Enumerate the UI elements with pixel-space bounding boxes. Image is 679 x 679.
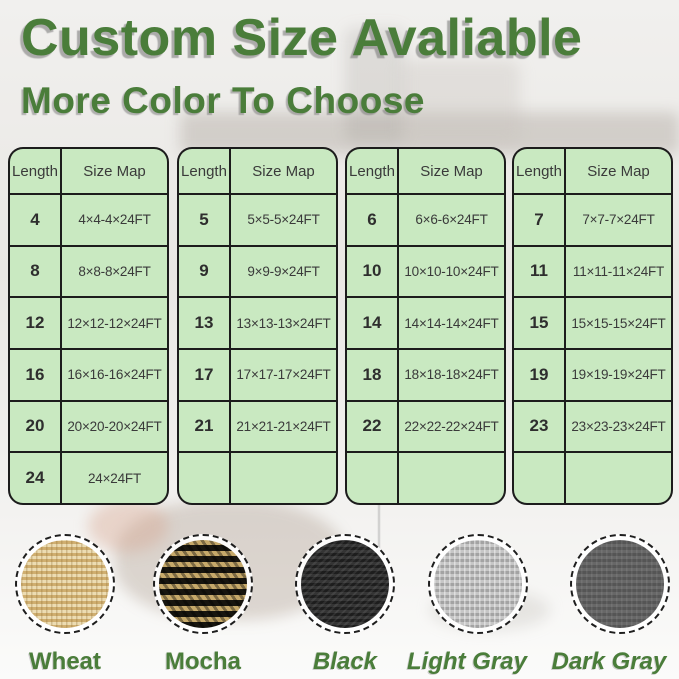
col-header-length: Length (514, 149, 564, 193)
col-header-sizemap: Size Map (62, 149, 167, 193)
sizemap-cell: 24×24FT (62, 453, 167, 503)
dashed-circle (295, 534, 395, 634)
dashed-circle (570, 534, 670, 634)
sizemap-cell: 5×5-5×24FT (231, 195, 336, 245)
length-cell: 13 (179, 298, 229, 348)
sizemap-cell: 22×22-22×24FT (399, 401, 504, 452)
sizemap-cell: 14×14-14×24FT (399, 298, 504, 348)
length-cell: 6 (347, 195, 397, 245)
length-cell: 24 (10, 453, 60, 503)
page-title: Custom Size Avaliable (21, 9, 583, 67)
col-header-length: Length (179, 149, 229, 193)
sizemap-cell: 8×8-8×24FT (62, 246, 167, 297)
swatch-black: Black (295, 534, 395, 676)
col-header-sizemap: Size Map (231, 149, 336, 193)
sizemap-cell: 21×21-21×24FT (231, 401, 336, 452)
swatch-label-wheat: Wheat (29, 648, 101, 675)
length-cell: 15 (514, 298, 564, 348)
swatch-light-gray: Light Gray (407, 534, 528, 676)
swatch-label-dark-gray: Dark Gray (551, 648, 667, 675)
size-table-4: Length Size Map 7 7×7-7×24FT 11 11×11-11… (512, 147, 673, 505)
wheat-fabric-image (21, 540, 109, 628)
sizemap-cell-empty (566, 453, 671, 503)
length-cell: 22 (347, 401, 397, 452)
size-table-1: Length Size Map 4 4×4-4×24FT 8 8×8-8×24F… (8, 147, 169, 505)
length-cell: 8 (10, 246, 60, 297)
length-cell: 20 (10, 401, 60, 452)
length-cell-empty (514, 453, 564, 503)
dark-gray-fabric-image (576, 540, 664, 628)
length-cell: 11 (514, 246, 564, 297)
sizemap-cell: 17×17-17×24FT (231, 350, 336, 400)
swatch-label-mocha: Mocha (164, 648, 241, 675)
sizemap-cell: 7×7-7×24FT (566, 195, 671, 245)
length-cell: 17 (179, 350, 229, 400)
length-cell: 4 (10, 195, 60, 245)
sizemap-cell: 10×10-10×24FT (399, 246, 504, 297)
mocha-fabric-image (159, 540, 247, 628)
sizemap-cell: 15×15-15×24FT (566, 298, 671, 348)
sizemap-cell: 11×11-11×24FT (566, 246, 671, 297)
swatch-wheat: Wheat (15, 534, 115, 676)
sizemap-cell: 18×18-18×24FT (399, 350, 504, 400)
sizemap-cell-empty (231, 453, 336, 503)
swatch-label-light-gray: Light Gray (406, 648, 527, 675)
sizemap-cell-empty (399, 453, 504, 503)
length-cell: 12 (10, 298, 60, 348)
length-cell: 14 (347, 298, 397, 348)
col-header-length: Length (10, 149, 60, 193)
page-subtitle: More Color To Choose (21, 80, 425, 121)
col-header-length: Length (347, 149, 397, 193)
sizemap-cell: 4×4-4×24FT (62, 195, 167, 245)
swatch-mocha: Mocha (153, 534, 253, 676)
length-cell: 18 (347, 350, 397, 400)
sizemap-cell: 6×6-6×24FT (399, 195, 504, 245)
sizemap-cell: 19×19-19×24FT (566, 350, 671, 400)
length-cell: 9 (179, 246, 229, 297)
length-cell: 10 (347, 246, 397, 297)
length-cell: 21 (179, 401, 229, 452)
length-cell: 19 (514, 350, 564, 400)
length-cell: 7 (514, 195, 564, 245)
size-table-2: Length Size Map 5 5×5-5×24FT 9 9×9-9×24F… (177, 147, 338, 505)
sizemap-cell: 12×12-12×24FT (62, 298, 167, 348)
size-table-3: Length Size Map 6 6×6-6×24FT 10 10×10-10… (345, 147, 506, 505)
black-fabric-image (301, 540, 389, 628)
sizemap-cell: 20×20-20×24FT (62, 401, 167, 452)
col-header-sizemap: Size Map (399, 149, 504, 193)
length-cell: 16 (10, 350, 60, 400)
sizemap-cell: 9×9-9×24FT (231, 246, 336, 297)
swatch-dark-gray: Dark Gray (552, 534, 670, 676)
length-cell-empty (179, 453, 229, 503)
background-thread-line (378, 488, 380, 562)
length-cell: 5 (179, 195, 229, 245)
length-cell-empty (347, 453, 397, 503)
dashed-circle (428, 534, 528, 634)
dashed-circle (15, 534, 115, 634)
light-gray-fabric-image (434, 540, 522, 628)
dashed-circle (153, 534, 253, 634)
sizemap-cell: 16×16-16×24FT (62, 350, 167, 400)
sizemap-cell: 13×13-13×24FT (231, 298, 336, 348)
length-cell: 23 (514, 401, 564, 452)
sizemap-cell: 23×23-23×24FT (566, 401, 671, 452)
col-header-sizemap: Size Map (566, 149, 671, 193)
swatch-label-black: Black (312, 648, 378, 675)
